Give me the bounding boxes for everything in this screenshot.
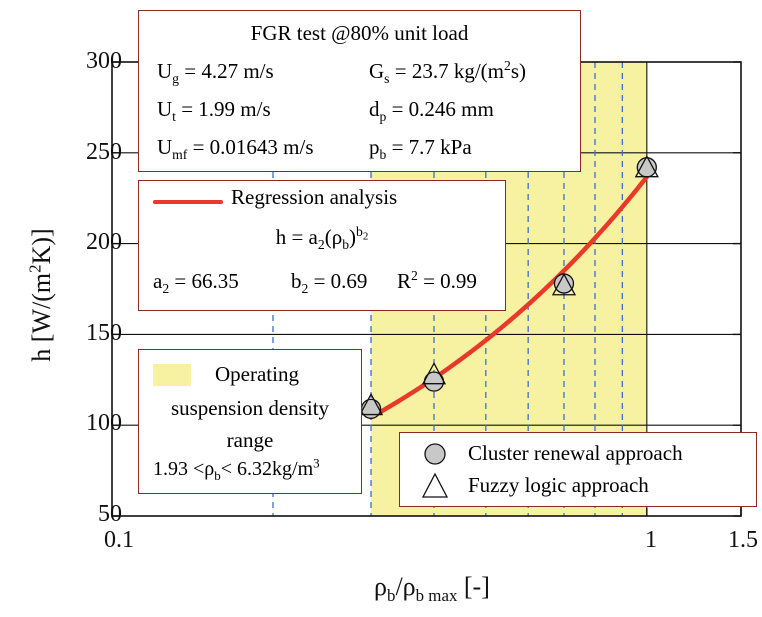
cluster-renewal-point [360, 398, 382, 420]
y-tick-label: 150 [86, 320, 122, 346]
a2-value: a2 = 66.35 [153, 269, 239, 297]
y-tick-label: 250 [86, 139, 122, 165]
regression-legend-line [153, 200, 223, 204]
test-conditions-box: FGR test @80% unit load Ug = 4.27 m/s Gs… [138, 10, 581, 172]
y-tick-label: 100 [86, 410, 122, 436]
x-tick-label: 0.1 [104, 527, 134, 553]
operating-range-value: 1.93 <ρb< 6.32kg/m3 [153, 455, 320, 483]
operating-range-swatch [153, 364, 191, 386]
curve-layer [368, 174, 650, 420]
cluster-renewal-point [553, 273, 575, 294]
umf-value: Umf = 0.01643 m/s [157, 135, 314, 163]
y-tick-label: 200 [86, 229, 122, 255]
fuzzy-logic-point [358, 392, 384, 416]
operating-line2: suspension density [170, 396, 330, 420]
regression-label: Regression analysis [231, 185, 398, 209]
ut-value: Ut = 1.99 m/s [157, 97, 271, 125]
r2-value: R2 = 0.99 [397, 268, 477, 293]
test-title: FGR test @80% unit load [250, 21, 469, 45]
operating-line1: Operating [215, 362, 299, 386]
x-tick-label: 1.5 [728, 527, 758, 553]
operating-line3: range [226, 428, 274, 452]
legend-box: Cluster renewal approach Fuzzy logic app… [399, 432, 757, 507]
y-axis-label: h [W/(m2K)] [25, 228, 56, 362]
fuzzy-logic-point [634, 154, 659, 178]
dp-value: dp = 0.246 mm [369, 97, 494, 125]
operating-range-box: Operating suspension density range 1.93 … [138, 349, 362, 494]
legend-cluster-label: Cluster renewal approach [468, 441, 683, 465]
b2-value: b2 = 0.69 [291, 269, 368, 297]
legend-circle-marker [424, 443, 446, 465]
pb-value: pb = 7.7 kPa [369, 135, 472, 163]
ug-value: Ug = 4.27 m/s [157, 59, 274, 87]
regression-equation: h = a2(ρb)b2 [275, 224, 369, 253]
x-tick-label: 1 [645, 527, 657, 553]
x-axis-label: ρb/ρb max [-] [374, 572, 490, 606]
gs-value: Gs = 23.7 kg/(m2s) [369, 58, 526, 87]
fuzzy-logic-point [551, 273, 577, 296]
legend-triangle-marker [421, 472, 449, 498]
legend-fuzzy-label: Fuzzy logic approach [468, 473, 649, 497]
y-tick-label: 50 [98, 501, 122, 527]
regression-curve [368, 174, 650, 420]
marker-layer [358, 154, 659, 420]
y-tick-label: 300 [86, 48, 122, 74]
regression-box: Regression analysis h = a2(ρb)b2 a2 = 66… [138, 180, 506, 311]
fuzzy-logic-point [421, 361, 447, 385]
